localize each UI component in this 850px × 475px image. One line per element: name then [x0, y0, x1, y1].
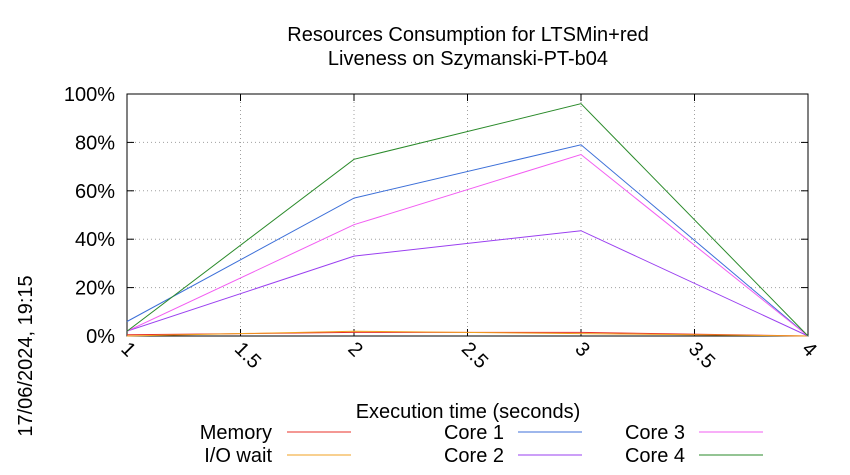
legend-label: Core 2: [444, 445, 504, 467]
y-tick-label: 0%: [86, 326, 115, 348]
legend-label: Core 3: [625, 422, 685, 444]
chart-title-line2: Liveness on Szymanski-PT-b04: [328, 48, 608, 70]
x-tick-label: 3: [570, 338, 593, 361]
x-tick-label: 1.5: [230, 338, 265, 373]
axes: 0% 20% 40% 60% 80% 100% 1 1.5 2 2.5 3 3.5 4: [64, 84, 821, 373]
x-axis-label: Execution time (seconds): [356, 401, 581, 423]
x-tick-label: 3.5: [684, 338, 719, 373]
legend-label: Core 1: [444, 422, 504, 444]
x-tick-label: 2.5: [457, 338, 492, 373]
y-tick-label: 100%: [64, 84, 115, 106]
series-line-core-3: [126, 153, 809, 337]
series-lines: [126, 103, 809, 337]
x-tick-label: 2: [343, 338, 366, 361]
grid: [127, 94, 808, 336]
x-tick-label: 1: [116, 338, 139, 361]
series-line-i-o-wait: [126, 330, 809, 337]
y-tick-label: 80%: [75, 132, 115, 154]
chart-title-line1: Resources Consumption for LTSMin+red: [287, 24, 648, 46]
y-tick-label: 20%: [75, 278, 115, 300]
y-tick-label: 60%: [75, 181, 115, 203]
y-tick-label: 40%: [75, 229, 115, 251]
legend-label: Core 4: [625, 445, 685, 467]
series-line-core-4: [126, 103, 809, 337]
side-timestamp: 17/06/2024, 19:15: [15, 275, 37, 436]
series-line-core-2: [126, 230, 809, 337]
legend-label: I/O wait: [204, 445, 272, 467]
legend-label: Memory: [200, 422, 272, 444]
x-tick-label: 4: [797, 338, 820, 361]
series-line-core-1: [126, 144, 809, 337]
